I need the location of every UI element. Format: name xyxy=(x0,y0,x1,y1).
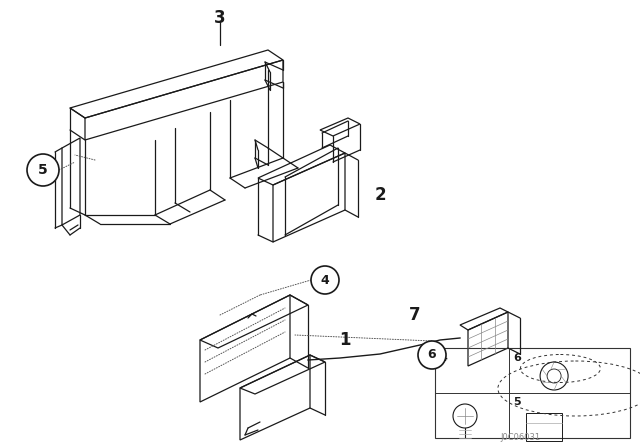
Text: 3: 3 xyxy=(214,9,226,27)
Circle shape xyxy=(311,266,339,294)
Text: 2: 2 xyxy=(374,186,386,204)
Text: 6: 6 xyxy=(513,353,521,363)
Text: 7: 7 xyxy=(409,306,421,324)
Text: 4: 4 xyxy=(439,353,447,363)
Text: 6: 6 xyxy=(428,349,436,362)
Text: 5: 5 xyxy=(38,163,48,177)
Circle shape xyxy=(418,341,446,369)
Text: 1: 1 xyxy=(339,331,351,349)
Text: 5: 5 xyxy=(513,397,521,407)
Text: J0C06031: J0C06031 xyxy=(500,433,540,442)
Text: 4: 4 xyxy=(321,273,330,287)
Circle shape xyxy=(27,154,59,186)
